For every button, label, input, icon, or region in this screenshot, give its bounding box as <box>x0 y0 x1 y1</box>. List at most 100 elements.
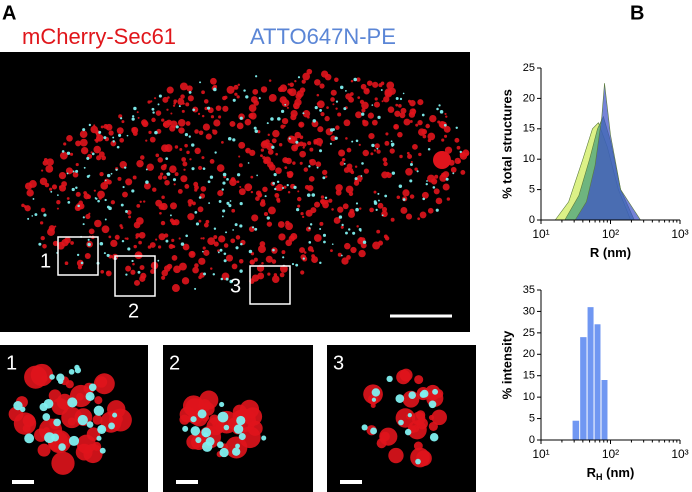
cyan-dot <box>119 117 123 120</box>
cyan-dot <box>188 135 191 138</box>
cyan-dot <box>214 151 217 154</box>
red-blob <box>444 112 447 115</box>
red-blob <box>213 241 219 247</box>
red-blob <box>303 167 309 172</box>
cyan-dot <box>202 167 206 170</box>
red-blob <box>100 182 109 190</box>
cyan-dot <box>188 90 192 94</box>
red-blob <box>265 142 274 151</box>
inset-label: 1 <box>6 352 17 374</box>
red-blob <box>456 145 461 150</box>
red-blob <box>157 245 162 249</box>
cyan-dot <box>67 201 71 204</box>
cyan-dot <box>191 167 195 171</box>
red-blob <box>140 272 147 279</box>
cyan-dot <box>272 248 275 252</box>
red-blob <box>320 195 325 199</box>
red-blob <box>75 162 79 167</box>
red-blob <box>114 234 120 240</box>
red-blob <box>210 267 213 270</box>
red-blob <box>70 241 74 245</box>
red-blob <box>155 238 158 241</box>
y-tick-label: 0 <box>529 214 535 226</box>
cyan-dot <box>452 172 455 175</box>
cyan-dot <box>86 395 92 401</box>
cyan-dot <box>137 270 141 274</box>
red-blob <box>177 98 185 106</box>
red-blob <box>212 84 218 89</box>
red-blob <box>164 233 169 238</box>
cyan-dot <box>240 242 243 246</box>
cyan-dot <box>82 223 85 226</box>
red-blob <box>330 249 333 253</box>
red-blob <box>383 161 388 167</box>
red-blob <box>79 130 88 139</box>
cyan-dot <box>345 90 347 92</box>
red-blob <box>359 207 362 210</box>
cyan-dot <box>61 150 65 153</box>
channel-label: ATTO647N-PE <box>250 24 396 49</box>
red-blob <box>182 243 190 251</box>
red-blob <box>286 172 293 179</box>
red-blob <box>203 249 210 256</box>
red-blob <box>63 142 67 146</box>
red-blob <box>236 122 244 130</box>
cyan-dot <box>280 109 285 114</box>
red-blob <box>435 197 443 205</box>
cyan-dot <box>261 435 267 441</box>
cyan-dot <box>82 128 86 132</box>
red-blob <box>69 152 74 156</box>
red-blob <box>147 100 151 104</box>
red-blob <box>384 89 393 98</box>
red-blob <box>319 83 325 89</box>
red-blob <box>299 150 306 158</box>
red-blob <box>133 221 141 229</box>
cyan-dot <box>34 213 38 217</box>
red-blob <box>178 127 185 134</box>
red-blob <box>283 185 287 189</box>
red-blob <box>285 239 293 247</box>
cyan-dot <box>120 203 124 207</box>
red-blob <box>355 111 362 119</box>
cyan-dot <box>266 216 270 220</box>
red-blob <box>161 118 165 122</box>
red-blob <box>398 104 402 108</box>
red-blob <box>100 125 104 129</box>
red-blob <box>236 180 240 184</box>
roi-label: 1 <box>40 250 51 272</box>
red-blob <box>166 119 172 126</box>
cyan-dot <box>395 394 405 403</box>
cyan-dot <box>302 112 305 115</box>
red-blob <box>171 284 180 293</box>
red-blob <box>267 272 271 276</box>
cyan-dot <box>217 251 220 254</box>
cyan-dot <box>386 375 393 383</box>
red-blob <box>158 233 166 241</box>
cyan-dot <box>38 242 42 246</box>
red-blob <box>338 149 346 157</box>
red-blob <box>205 219 210 224</box>
red-blob <box>250 175 254 179</box>
red-blob <box>361 108 366 113</box>
x-tick-label: 10¹ <box>532 227 549 241</box>
x-axis-label-part: (nm) <box>603 465 635 480</box>
red-blob <box>169 218 174 223</box>
cyan-dot <box>212 273 216 276</box>
roi-box <box>249 265 291 305</box>
cyan-dot <box>227 136 232 141</box>
cyan-dot <box>402 92 405 95</box>
cyan-dot <box>57 194 59 196</box>
cyan-dot <box>225 277 229 281</box>
cyan-dot <box>255 75 258 78</box>
red-blob <box>180 94 185 99</box>
cyan-dot <box>407 412 412 418</box>
red-blob <box>185 121 191 126</box>
red-blob <box>380 431 390 442</box>
red-blob <box>411 411 426 426</box>
cyan-dot <box>104 198 107 202</box>
cyan-dot <box>302 257 305 260</box>
cyan-dot <box>348 228 351 231</box>
cyan-dot <box>75 169 79 173</box>
red-blob <box>377 202 384 209</box>
cyan-dot <box>286 183 289 187</box>
